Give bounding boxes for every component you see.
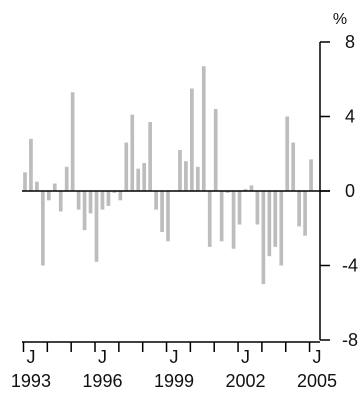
bar bbox=[106, 191, 111, 206]
y-tick-label: 0 bbox=[345, 181, 355, 201]
bar bbox=[76, 191, 81, 210]
bar bbox=[136, 168, 141, 191]
bar bbox=[213, 109, 218, 191]
bar bbox=[285, 116, 290, 191]
x-ticks-group: J 1993 J 1996 J 1999 J 2002 J 2005 bbox=[11, 342, 337, 391]
bar bbox=[219, 191, 224, 242]
bar bbox=[160, 191, 164, 232]
bar bbox=[46, 191, 51, 201]
y-tick-label: 4 bbox=[345, 107, 355, 127]
x-tick-label: J bbox=[26, 347, 35, 367]
bar bbox=[291, 142, 296, 191]
bar bbox=[100, 191, 105, 210]
y-tick-label: -8 bbox=[342, 330, 358, 350]
bar bbox=[41, 191, 45, 266]
bar bbox=[166, 191, 170, 242]
bars-group bbox=[23, 66, 313, 285]
bar bbox=[267, 191, 272, 257]
x-tick-label: J bbox=[241, 347, 250, 367]
bar bbox=[124, 142, 129, 191]
bar bbox=[88, 191, 93, 214]
bar bbox=[118, 191, 123, 201]
bar bbox=[178, 150, 182, 191]
bar bbox=[190, 88, 194, 191]
y-ticks-group: 8 4 0 -4 -8 bbox=[320, 32, 358, 350]
bar bbox=[225, 191, 230, 193]
bar bbox=[184, 161, 188, 191]
bar bbox=[273, 191, 278, 247]
bar bbox=[154, 191, 158, 210]
bar bbox=[237, 191, 242, 225]
bar bbox=[309, 159, 313, 191]
bar bbox=[255, 191, 260, 225]
bar bbox=[243, 189, 248, 191]
bar bbox=[279, 191, 284, 266]
bar bbox=[29, 138, 33, 191]
x-year-label: 1996 bbox=[82, 371, 122, 391]
bar bbox=[231, 191, 236, 249]
x-tick-label: J bbox=[313, 347, 322, 367]
y-tick-label: -4 bbox=[342, 256, 358, 276]
bar bbox=[142, 163, 147, 191]
x-year-label: 1993 bbox=[11, 371, 51, 391]
bar bbox=[52, 183, 57, 191]
x-year-label: 2002 bbox=[225, 371, 265, 391]
bar bbox=[201, 66, 206, 191]
x-tick-label: J bbox=[98, 347, 107, 367]
bar bbox=[303, 191, 307, 236]
bar bbox=[148, 122, 152, 191]
bar bbox=[58, 191, 63, 212]
bar bbox=[297, 191, 301, 227]
bar bbox=[207, 191, 212, 247]
bar bbox=[64, 166, 69, 191]
y-tick-label: 8 bbox=[345, 32, 355, 52]
bar bbox=[112, 191, 117, 193]
bar bbox=[130, 114, 135, 191]
bar bbox=[70, 92, 75, 191]
x-tick-label: J bbox=[169, 347, 178, 367]
bar bbox=[23, 172, 27, 192]
y-unit-label: % bbox=[333, 11, 347, 28]
bar bbox=[94, 191, 99, 262]
bar bbox=[195, 166, 200, 191]
bar bbox=[249, 185, 254, 191]
bar bbox=[35, 181, 39, 191]
x-year-label: 1999 bbox=[154, 371, 194, 391]
x-year-label: 2005 bbox=[297, 371, 337, 391]
bar bbox=[261, 191, 266, 285]
bar bbox=[82, 191, 87, 231]
